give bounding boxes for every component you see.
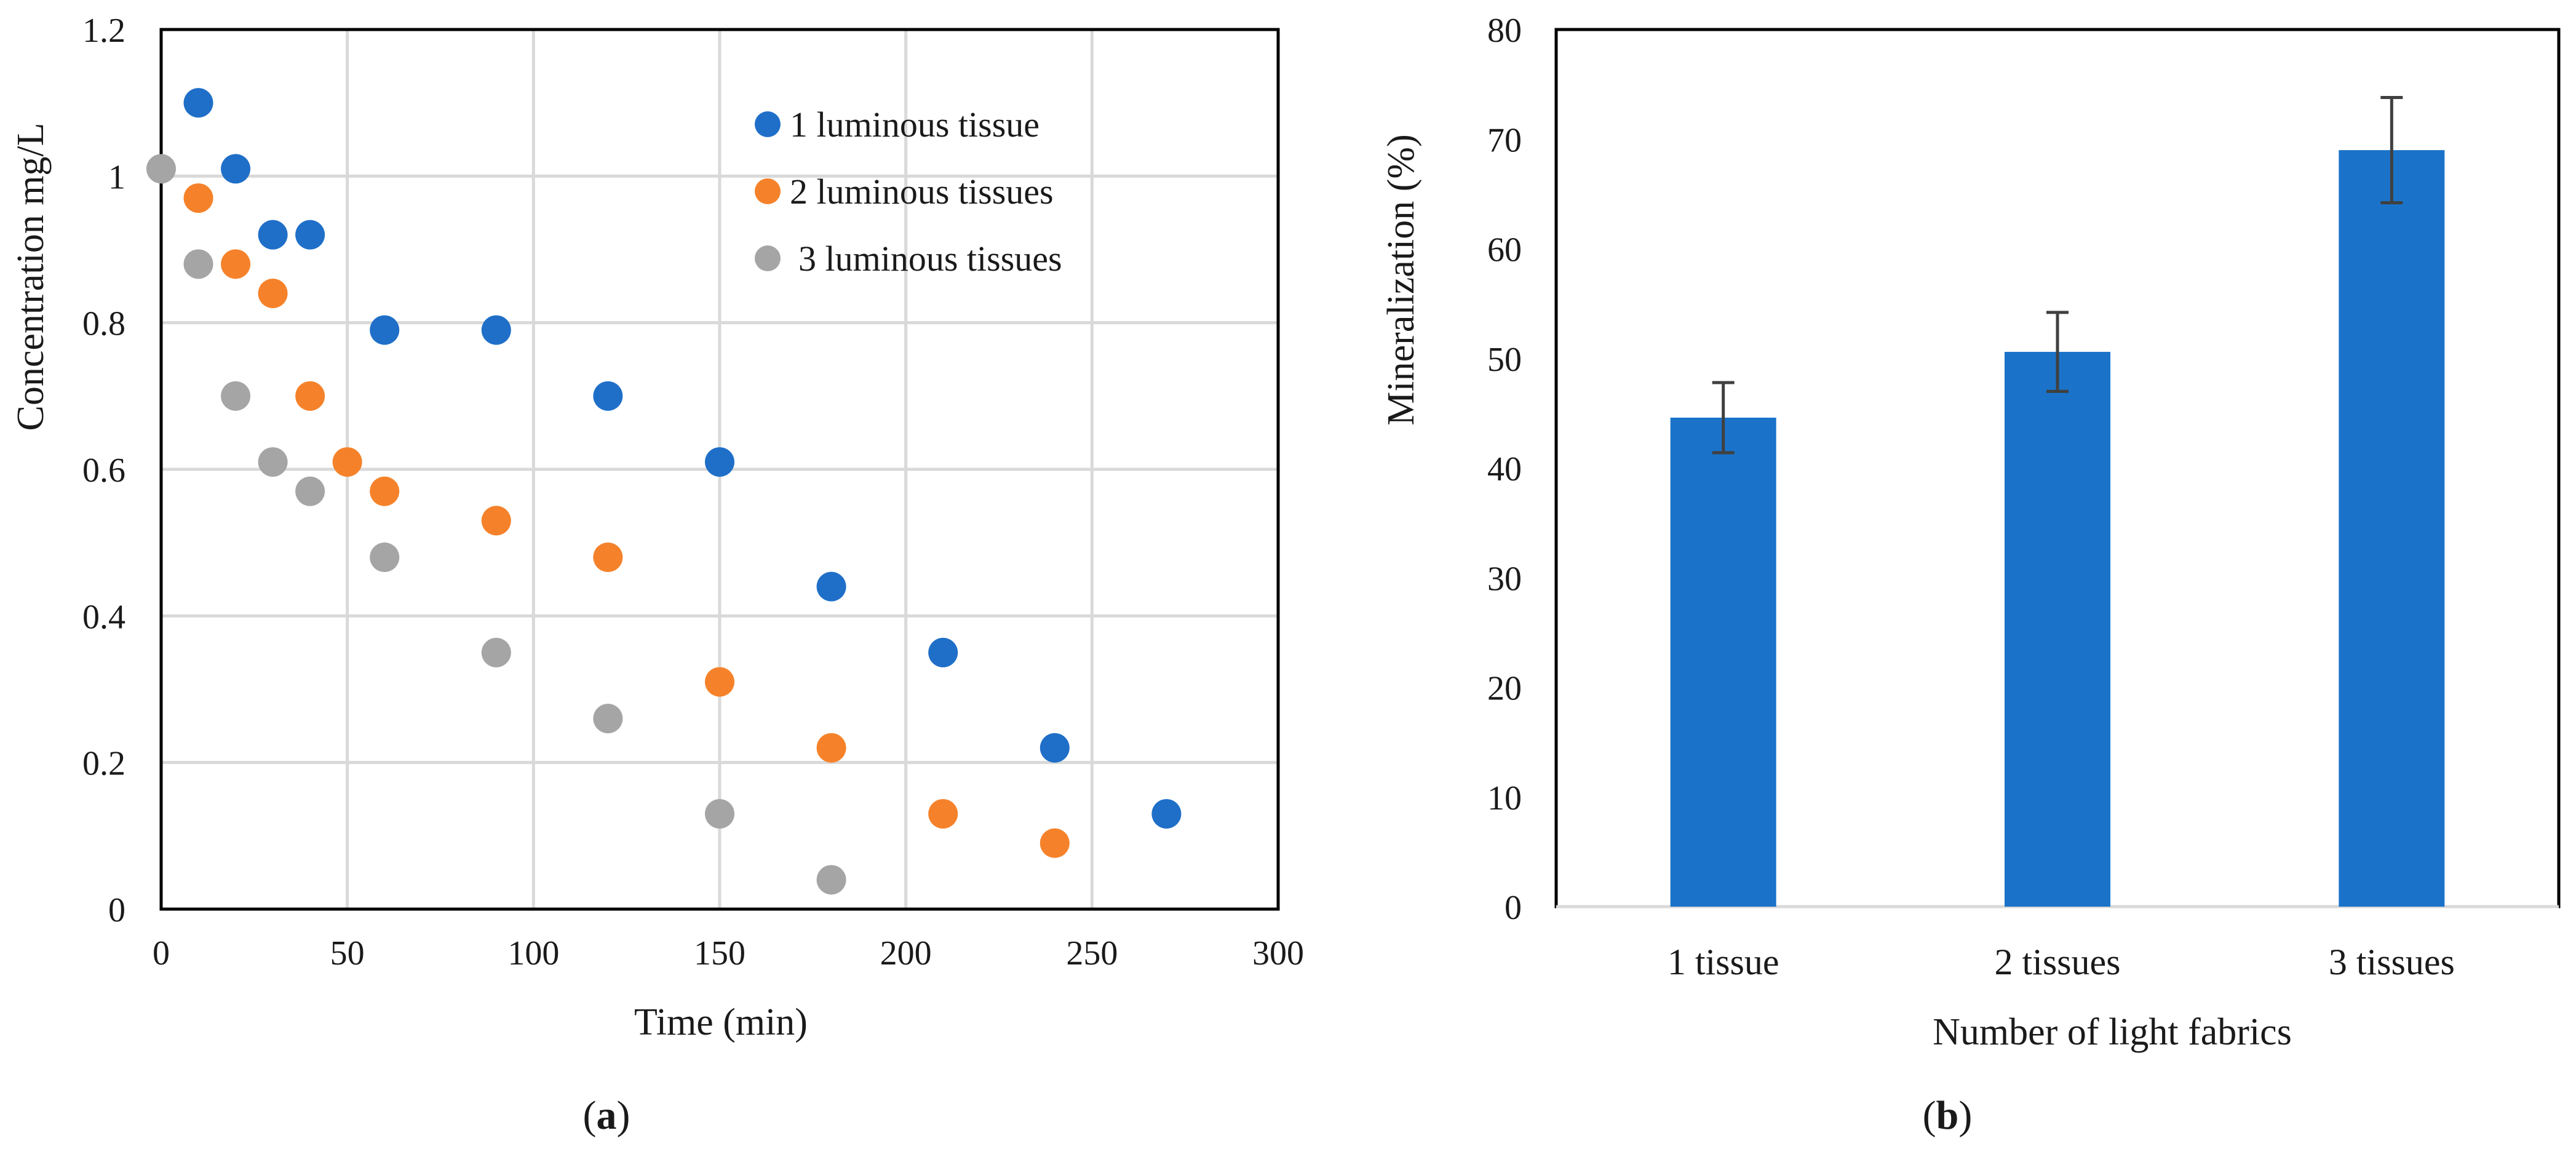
a-point-series-2 <box>258 279 288 308</box>
a-y-tick-label: 0 <box>108 891 125 929</box>
a-point-series-3 <box>146 154 176 184</box>
a-point-series-1 <box>258 220 288 250</box>
a-point-series-3 <box>481 637 511 667</box>
a-y-tick-label: 1 <box>108 158 125 196</box>
a-point-series-2 <box>593 543 623 572</box>
a-point-series-3 <box>816 865 846 895</box>
a-point-series-1 <box>221 154 251 184</box>
a-point-series-2 <box>221 249 251 279</box>
a-point-series-2 <box>370 476 400 506</box>
b-bar-3 <box>2339 150 2445 907</box>
b-x-tick-label: 3 tissues <box>2329 942 2455 982</box>
a-point-series-1 <box>183 88 213 118</box>
a-x-tick-label: 200 <box>880 934 932 972</box>
b-bars <box>1670 150 2445 907</box>
b-y-tick-label: 20 <box>1487 670 1522 708</box>
a-point-series-2 <box>816 733 846 763</box>
a-legend-marker-1 <box>755 111 781 137</box>
a-x-tick-label: 100 <box>507 934 559 972</box>
a-point-series-3 <box>705 799 734 829</box>
b-y-tick-label: 70 <box>1487 121 1522 159</box>
a-y-tick-label: 1.2 <box>82 12 125 50</box>
a-legend-label-2: 2 luminous tissues <box>790 172 1054 212</box>
b-y-tick-label: 60 <box>1487 231 1522 269</box>
a-point-series-3 <box>295 476 325 506</box>
panel-a-scatter-chart: 0 0.2 0.4 0.6 0.8 1 1.2 0 50 100 150 200 250 300 1 l… <box>10 12 1304 1138</box>
a-point-series-1 <box>481 315 511 345</box>
a-legend-label-3: 3 luminous tissues <box>798 239 1062 279</box>
b-bar-1 <box>1670 418 1776 907</box>
a-data-points <box>146 88 1182 895</box>
a-point-series-3 <box>221 381 251 411</box>
a-point-series-1 <box>370 315 400 345</box>
b-y-tick-label: 10 <box>1487 779 1522 817</box>
a-y-tick-labels: 0 0.2 0.4 0.6 0.8 1 1.2 <box>82 12 125 929</box>
a-legend: 1 luminous tissue 2 luminous tissues 3 lum… <box>755 105 1062 279</box>
b-y-axis-label: Mineralization (%) <box>1380 134 1422 425</box>
a-x-tick-label: 300 <box>1252 934 1304 972</box>
b-y-tick-label: 30 <box>1487 560 1522 598</box>
a-point-series-1 <box>593 381 623 411</box>
a-legend-label-1: 1 luminous tissue <box>790 105 1040 145</box>
a-y-axis-label: Concentration mg/L <box>10 122 52 431</box>
a-point-series-1 <box>295 220 325 250</box>
a-point-series-2 <box>332 447 362 477</box>
a-point-series-2 <box>183 183 213 213</box>
a-x-tick-label: 0 <box>153 934 170 972</box>
a-point-series-1 <box>1151 799 1182 829</box>
a-point-series-2 <box>705 667 734 697</box>
b-y-tick-labels: 0 10 20 30 40 50 60 70 80 <box>1487 12 1522 927</box>
a-point-series-1 <box>928 637 958 667</box>
b-x-tick-labels: 1 tissue 2 tissues 3 tissues <box>1668 942 2455 982</box>
a-y-tick-label: 0.4 <box>82 598 125 636</box>
a-point-series-2 <box>481 506 511 536</box>
b-panel-caption: (b) <box>1923 1093 1973 1138</box>
a-y-tick-label: 0.8 <box>82 305 125 343</box>
a-point-series-2 <box>928 799 958 829</box>
panel-b-bar-chart: 0 10 20 30 40 50 60 70 80 1 tissue 2 tissues 3 tis… <box>1380 12 2561 1138</box>
b-y-tick-label: 40 <box>1487 450 1522 488</box>
a-panel-caption: (a) <box>583 1093 630 1138</box>
a-x-tick-label: 50 <box>330 934 365 972</box>
b-y-tick-label: 80 <box>1487 12 1522 50</box>
a-plot-frame <box>159 28 1280 911</box>
a-legend-marker-3 <box>755 245 781 271</box>
a-point-series-2 <box>1040 828 1070 858</box>
a-point-series-3 <box>370 543 400 572</box>
b-x-tick-label: 1 tissue <box>1668 942 1779 982</box>
a-point-series-2 <box>295 381 325 411</box>
a-point-series-3 <box>258 447 288 477</box>
b-y-tick-label: 50 <box>1487 341 1522 379</box>
a-point-series-3 <box>593 704 623 734</box>
b-bar-2 <box>2005 352 2110 907</box>
b-error-bars <box>1712 96 2403 455</box>
a-x-tick-label: 150 <box>694 934 745 972</box>
b-y-tick-label: 0 <box>1505 889 1522 927</box>
a-legend-marker-2 <box>755 178 781 204</box>
a-y-tick-label: 0.6 <box>82 451 125 490</box>
a-point-series-3 <box>183 249 213 279</box>
a-point-series-1 <box>816 571 846 602</box>
b-x-axis-label: Number of light fabrics <box>1933 1011 2292 1053</box>
a-x-tick-label: 250 <box>1066 934 1118 972</box>
a-x-axis-label: Time (min) <box>634 1001 808 1043</box>
a-point-series-1 <box>1040 733 1070 763</box>
a-point-series-1 <box>705 447 734 477</box>
a-x-tick-labels: 0 50 100 150 200 250 300 <box>153 934 1304 972</box>
b-x-tick-label: 2 tissues <box>1994 942 2120 982</box>
a-y-tick-label: 0.2 <box>82 745 125 783</box>
